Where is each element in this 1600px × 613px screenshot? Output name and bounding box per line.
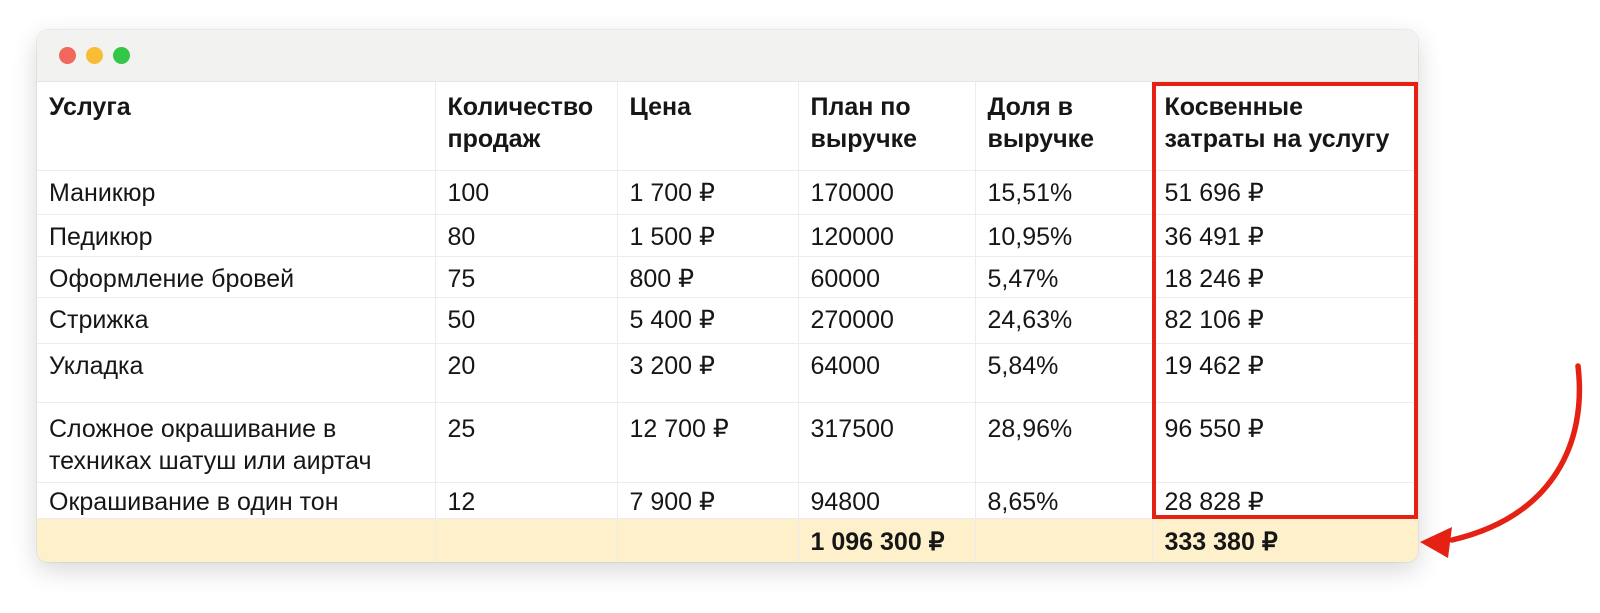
column-header-indirect-costs[interactable]: Косвенные затраты на услугу <box>1151 81 1418 171</box>
cell-service[interactable]: Окрашивание в один тон <box>37 481 436 519</box>
table-row: Педикюр 80 1 500 ₽ 120000 10,95% 36 491 … <box>37 213 1418 257</box>
cell-sales-count[interactable]: 80 <box>434 213 618 257</box>
table-row: Стрижка 50 5 400 ₽ 270000 24,63% 82 106 … <box>37 296 1418 344</box>
cell-revenue-plan[interactable]: 64000 <box>797 342 976 403</box>
spreadsheet-window: Услуга Количество продаж Цена План по вы… <box>37 30 1418 562</box>
cell-indirect-costs[interactable]: 18 246 ₽ <box>1151 255 1418 298</box>
table-row: Сложное окрашивание в техниках шатуш или… <box>37 401 1418 483</box>
table-row: Укладка 20 3 200 ₽ 64000 5,84% 19 462 ₽ <box>37 342 1418 403</box>
cell-indirect-costs[interactable]: 96 550 ₽ <box>1151 401 1418 483</box>
column-header-revenue-plan[interactable]: План по выручке <box>797 81 976 171</box>
column-header-price[interactable]: Цена <box>616 81 799 171</box>
table-row: Окрашивание в один тон 12 7 900 ₽ 94800 … <box>37 481 1418 519</box>
cell-price[interactable]: 12 700 ₽ <box>616 401 799 483</box>
cell-revenue-plan[interactable]: 120000 <box>797 213 976 257</box>
cell-sales-count[interactable]: 12 <box>434 481 618 519</box>
total-cell-empty[interactable] <box>37 517 436 562</box>
zoom-button[interactable] <box>113 47 130 64</box>
table-row: Оформление бровей 75 800 ₽ 60000 5,47% 1… <box>37 255 1418 298</box>
cell-price[interactable]: 1 500 ₽ <box>616 213 799 257</box>
cell-sales-count[interactable]: 75 <box>434 255 618 298</box>
total-cell-empty[interactable] <box>616 517 799 562</box>
cell-revenue-share[interactable]: 15,51% <box>974 169 1153 215</box>
cell-indirect-costs[interactable]: 36 491 ₽ <box>1151 213 1418 257</box>
cell-revenue-share[interactable]: 5,47% <box>974 255 1153 298</box>
total-revenue-plan[interactable]: 1 096 300 ₽ <box>797 517 976 562</box>
cell-revenue-share[interactable]: 5,84% <box>974 342 1153 403</box>
cell-revenue-share[interactable]: 10,95% <box>974 213 1153 257</box>
cell-revenue-share[interactable]: 24,63% <box>974 296 1153 344</box>
close-button[interactable] <box>59 47 76 64</box>
arrow-head-icon <box>1420 527 1452 558</box>
column-header-revenue-share[interactable]: Доля в выручке <box>974 81 1153 171</box>
table-row: Маникюр 100 1 700 ₽ 170000 15,51% 51 696… <box>37 169 1418 215</box>
cell-revenue-plan[interactable]: 94800 <box>797 481 976 519</box>
cell-price[interactable]: 5 400 ₽ <box>616 296 799 344</box>
cell-revenue-plan[interactable]: 270000 <box>797 296 976 344</box>
cell-indirect-costs[interactable]: 51 696 ₽ <box>1151 169 1418 215</box>
cell-revenue-share[interactable]: 28,96% <box>974 401 1153 483</box>
cell-service[interactable]: Педикюр <box>37 213 436 257</box>
cell-revenue-plan[interactable]: 317500 <box>797 401 976 483</box>
total-indirect-costs[interactable]: 333 380 ₽ <box>1151 517 1418 562</box>
cell-revenue-plan[interactable]: 60000 <box>797 255 976 298</box>
header-row: Услуга Количество продаж Цена План по вы… <box>37 81 1418 171</box>
arrow-curve <box>1449 363 1583 543</box>
services-table: Услуга Количество продаж Цена План по вы… <box>37 81 1418 562</box>
cell-indirect-costs[interactable]: 19 462 ₽ <box>1151 342 1418 403</box>
cell-revenue-share[interactable]: 8,65% <box>974 481 1153 519</box>
total-row: 1 096 300 ₽ 333 380 ₽ <box>37 517 1418 562</box>
column-header-sales-count[interactable]: Количество продаж <box>434 81 618 171</box>
cell-price[interactable]: 7 900 ₽ <box>616 481 799 519</box>
cell-service[interactable]: Сложное окрашивание в техниках шатуш или… <box>37 401 436 483</box>
cell-service[interactable]: Стрижка <box>37 296 436 344</box>
cell-sales-count[interactable]: 25 <box>434 401 618 483</box>
cell-price[interactable]: 3 200 ₽ <box>616 342 799 403</box>
cell-service[interactable]: Укладка <box>37 342 436 403</box>
total-cell-empty[interactable] <box>974 517 1153 562</box>
cell-price[interactable]: 800 ₽ <box>616 255 799 298</box>
total-cell-empty[interactable] <box>434 517 618 562</box>
window-titlebar <box>37 30 1418 82</box>
cell-service[interactable]: Маникюр <box>37 169 436 215</box>
minimize-button[interactable] <box>86 47 103 64</box>
cell-sales-count[interactable]: 50 <box>434 296 618 344</box>
cell-sales-count[interactable]: 20 <box>434 342 618 403</box>
cell-price[interactable]: 1 700 ₽ <box>616 169 799 215</box>
cell-indirect-costs[interactable]: 28 828 ₽ <box>1151 481 1418 519</box>
cell-indirect-costs[interactable]: 82 106 ₽ <box>1151 296 1418 344</box>
column-header-service[interactable]: Услуга <box>37 81 436 171</box>
cell-sales-count[interactable]: 100 <box>434 169 618 215</box>
cell-revenue-plan[interactable]: 170000 <box>797 169 976 215</box>
cell-service[interactable]: Оформление бровей <box>37 255 436 298</box>
